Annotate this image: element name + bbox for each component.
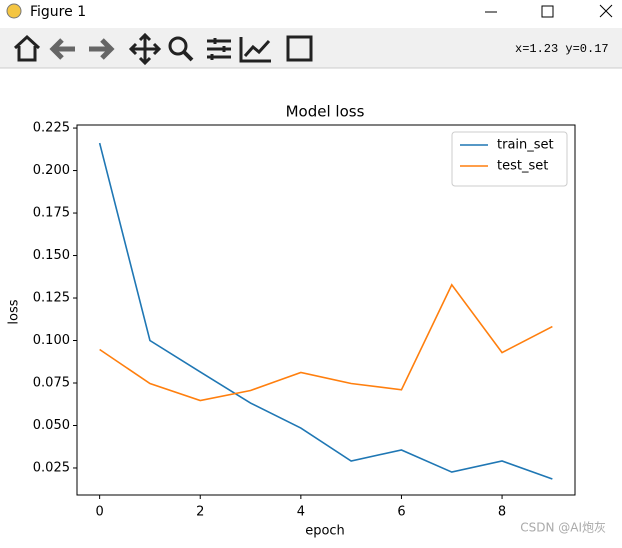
- window-title: Figure 1: [30, 4, 86, 20]
- home-button[interactable]: [13, 34, 41, 62]
- zoom-handle: [182, 50, 194, 62]
- watermark: CSDN @AI炮灰: [520, 521, 606, 535]
- legend-label: train_set: [497, 138, 554, 153]
- x-tick-label: 6: [397, 505, 405, 520]
- x-tick-label: 4: [297, 505, 305, 520]
- y-tick-label: 0.200: [33, 163, 70, 178]
- line-series: [99, 283, 553, 402]
- y-tick-label: 0.225: [33, 121, 70, 136]
- chart-title: Model loss: [286, 103, 365, 121]
- zoom-button[interactable]: [168, 36, 188, 56]
- legend-label: test_set: [497, 159, 548, 174]
- plot-frame: [76, 124, 576, 496]
- pan-button[interactable]: [128, 32, 162, 66]
- close-button[interactable]: [599, 4, 613, 18]
- configure-button[interactable]: [207, 38, 231, 60]
- y-tick-label: 0.125: [33, 291, 70, 306]
- y-axis-label: loss: [7, 299, 22, 324]
- y-tick-label: 0.050: [33, 418, 70, 433]
- y-tick-label: 0.100: [33, 333, 70, 348]
- y-tick-label: 0.175: [33, 206, 70, 221]
- title-bar: [0, 0, 622, 26]
- edit-button[interactable]: [239, 37, 271, 63]
- x-tick-label: 8: [498, 505, 506, 520]
- save-button[interactable]: [286, 35, 313, 62]
- app-icon: [6, 3, 22, 19]
- coords-readout: x=1.23 y=0.17: [515, 42, 609, 56]
- x-tick-label: 2: [196, 505, 204, 520]
- forward-button[interactable]: [89, 38, 115, 60]
- maximize-button[interactable]: [541, 5, 554, 18]
- back-button[interactable]: [49, 38, 75, 60]
- y-tick-label: 0.075: [33, 375, 70, 390]
- x-axis-label: epoch: [305, 524, 345, 539]
- y-tick-label: 0.150: [33, 248, 70, 263]
- line-series: [98, 142, 553, 480]
- y-tick-label: 0.025: [33, 460, 70, 475]
- x-tick-label: 0: [95, 505, 103, 520]
